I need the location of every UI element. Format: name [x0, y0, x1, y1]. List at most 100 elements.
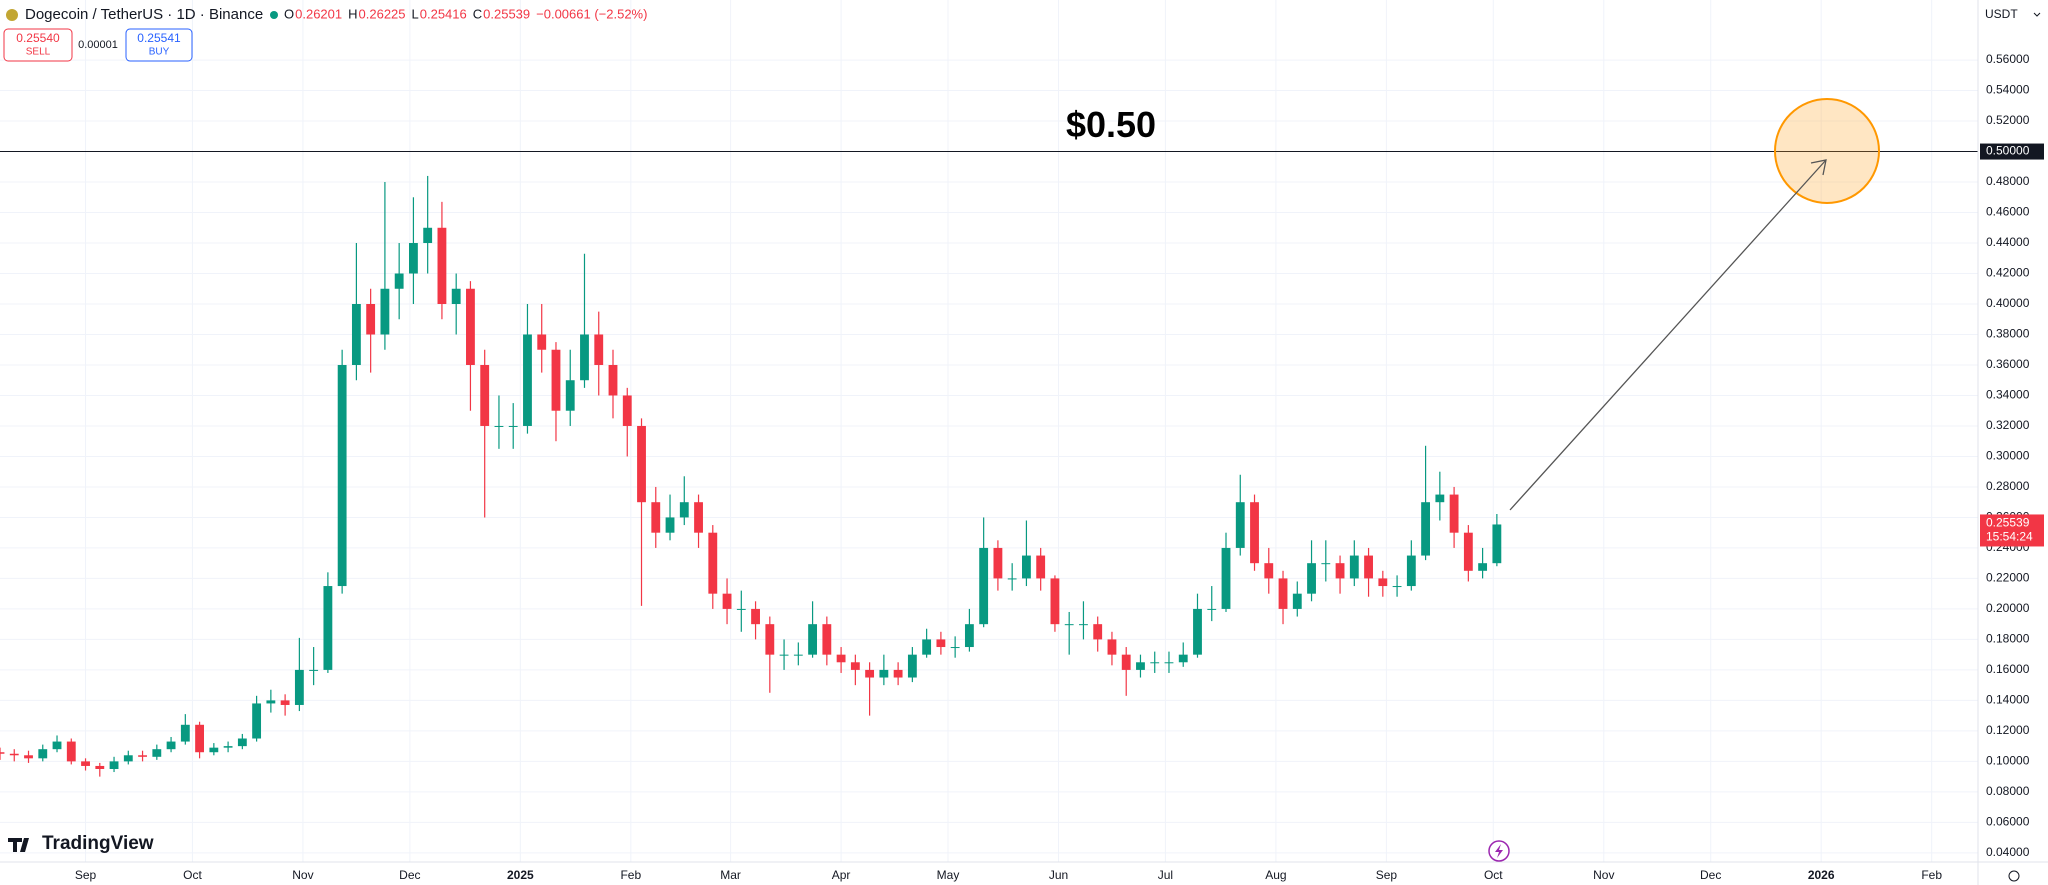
candle-body	[423, 227, 433, 244]
candle-body	[52, 741, 62, 750]
y-tick-label: 0.54000	[1986, 83, 2030, 97]
candle-body	[95, 765, 105, 769]
candle-body	[166, 741, 176, 750]
y-tick-label: 0.22000	[1986, 571, 2030, 585]
candle-body	[480, 364, 490, 426]
candle-body	[1250, 502, 1259, 564]
candle-body	[66, 741, 76, 762]
candle-body	[979, 547, 989, 625]
settings-icon[interactable]	[2008, 870, 2020, 882]
candle-body	[209, 747, 219, 753]
x-tick-label: Feb	[620, 868, 641, 882]
candle-body	[109, 761, 119, 769]
price-tag-value: 0.25539	[1986, 516, 2030, 530]
x-tick-label: Feb	[1921, 868, 1942, 882]
x-tick-label: Dec	[399, 868, 420, 882]
symbol-title: Dogecoin / TetherUS · 1D · Binance	[25, 6, 263, 23]
level-tag-label: 0.50000	[1986, 144, 2030, 158]
events-bolt[interactable]	[1495, 844, 1503, 858]
candle-body	[138, 755, 147, 757]
candle-body	[1421, 502, 1431, 556]
candle-body	[1107, 639, 1117, 655]
candle-body	[1378, 578, 1388, 587]
change: −0.00661 (−2.52%)	[536, 6, 647, 21]
x-tick-label: Jul	[1158, 868, 1173, 882]
candle-body	[822, 624, 832, 655]
y-tick-label: 0.18000	[1986, 632, 2030, 646]
x-tick-label: 2026	[1808, 868, 1835, 882]
candle-body	[808, 624, 818, 655]
ohlc-value: 0.25539	[483, 6, 530, 21]
candles	[0, 175, 1502, 777]
candle-body	[580, 334, 589, 381]
y-tick-label: 0.06000	[1986, 815, 2030, 829]
candle-body	[252, 703, 262, 739]
currency-select[interactable]: USDT	[1985, 7, 2018, 21]
candle-body	[1435, 494, 1445, 503]
candle-body	[380, 288, 390, 335]
candle-body	[1307, 563, 1316, 594]
candle-body	[1463, 532, 1473, 571]
sell-label[interactable]: SELL	[26, 47, 51, 58]
buy-button[interactable]	[125, 28, 193, 62]
candle-body	[708, 532, 718, 594]
level-tag	[1980, 143, 2044, 160]
candle-body	[836, 654, 846, 663]
candle-body	[1007, 578, 1017, 580]
x-tick-label: Sep	[1376, 868, 1398, 882]
buy-price[interactable]: 0.25541	[137, 31, 181, 45]
candle-body	[1150, 662, 1160, 664]
candle-body	[523, 334, 532, 426]
candle-body	[1264, 563, 1274, 579]
level-annotation: $0.50	[1066, 104, 1156, 145]
candle-body	[622, 395, 632, 426]
y-tick-label: 0.36000	[1986, 357, 2030, 371]
candle-body	[1406, 555, 1416, 587]
candle-body	[793, 654, 803, 656]
candle-body	[1050, 578, 1060, 625]
candle-body	[1093, 624, 1103, 640]
candle-body	[637, 425, 646, 503]
candle-body	[565, 380, 575, 411]
price-tag	[1980, 514, 2044, 547]
candle-body	[665, 517, 675, 533]
brand-name: TradingView	[42, 833, 154, 854]
candle-body	[922, 639, 932, 655]
candle-body	[1478, 563, 1488, 571]
sell-price[interactable]: 0.25540	[16, 31, 60, 45]
candle-body	[351, 304, 361, 365]
x-tick-label: Dec	[1700, 868, 1721, 882]
y-tick-label: 0.52000	[1986, 113, 2030, 127]
candle-body	[123, 755, 133, 762]
candle-body	[0, 752, 5, 754]
ohlc-legend: O 0.26201 H 0.26225 L 0.25416 C 0.25539 −0.00661…	[284, 6, 647, 21]
candle-body	[1121, 654, 1131, 670]
arrow-line	[1509, 159, 1827, 511]
candle-body	[280, 700, 290, 705]
candle-body	[451, 288, 461, 304]
candle-body	[993, 547, 1003, 579]
x-tick-label: Mar	[720, 868, 741, 882]
candle-body	[1136, 662, 1145, 670]
y-tick-label: 0.44000	[1986, 235, 2030, 249]
y-tick-label: 0.20000	[1986, 601, 2030, 615]
brand-logo	[8, 838, 29, 852]
candle-body	[223, 746, 233, 748]
candle-body	[466, 288, 475, 365]
buy-label[interactable]: BUY	[149, 47, 170, 58]
y-tick-label: 0.38000	[1986, 327, 2030, 341]
candle-body	[409, 243, 418, 274]
candle-body	[1335, 563, 1345, 579]
currency-caret[interactable]	[2033, 12, 2041, 17]
candle-body	[508, 425, 518, 427]
candle-body	[323, 586, 333, 670]
sell-button[interactable]	[3, 28, 73, 62]
candle-body	[736, 608, 746, 610]
candle-body	[294, 669, 304, 705]
y-tick-label: 0.56000	[1986, 52, 2030, 66]
candle-body	[907, 654, 917, 678]
candle-body	[1449, 494, 1459, 533]
symbol-icon	[6, 9, 18, 21]
